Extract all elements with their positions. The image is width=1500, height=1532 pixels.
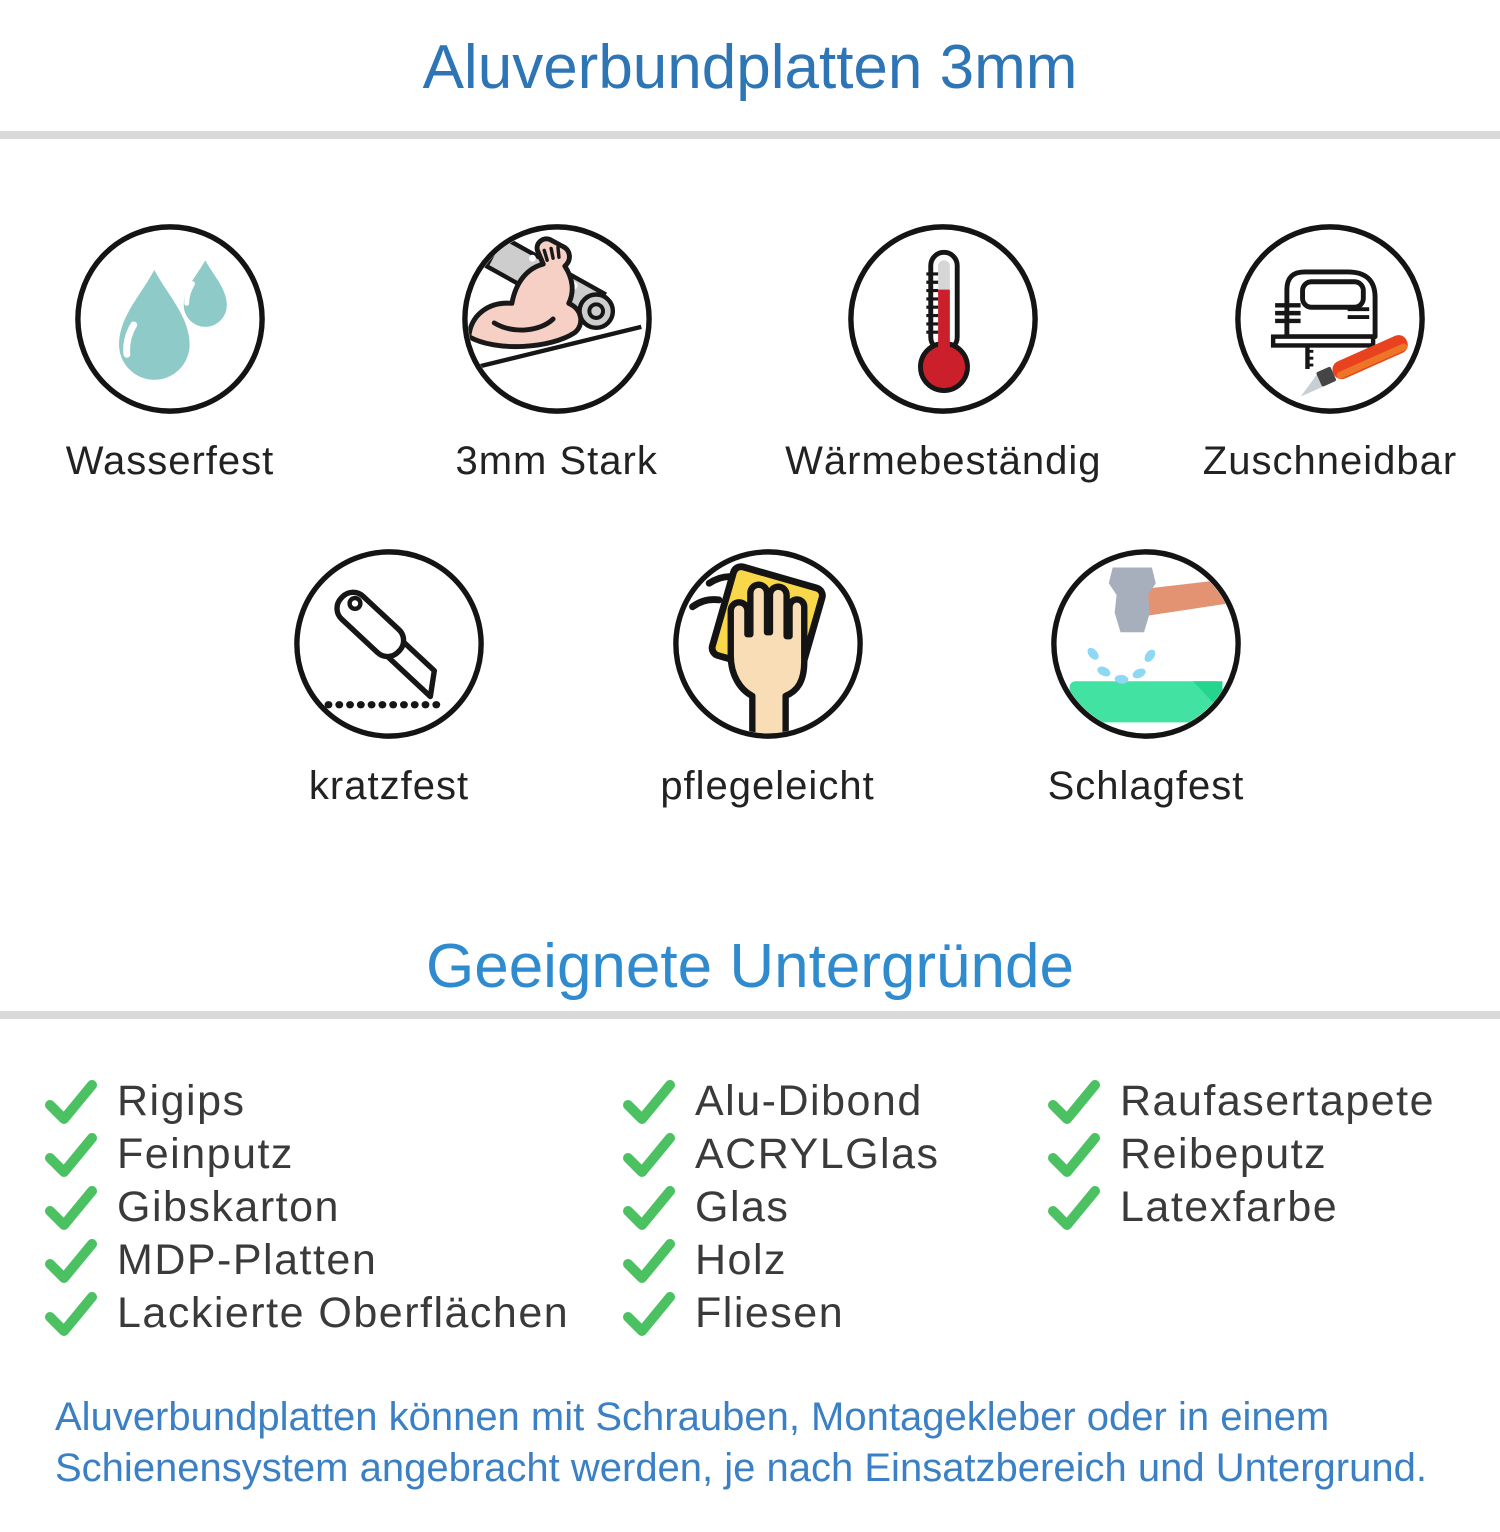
hand-with-cloth-icon	[672, 549, 863, 739]
list-item: Lackierte Oberflächen	[45, 1287, 623, 1340]
section-divider	[0, 1011, 1500, 1019]
hammer-impact-icon	[1051, 549, 1241, 739]
list-item: Gibskarton	[45, 1181, 623, 1234]
list-item: Holz	[623, 1234, 1048, 1287]
mounting-note-line1: Aluverbundplatten können mit Schrauben, …	[55, 1395, 1330, 1439]
section-divider	[0, 131, 1500, 139]
feature-3mm-stark: 3mm Stark	[455, 221, 657, 484]
feature-wasserfest: Wasserfest	[66, 221, 273, 484]
check-icon	[623, 1291, 675, 1336]
list-item-label: Fliesen	[695, 1289, 845, 1337]
feature-zuschneidbar: Zuschneidbar	[1203, 221, 1456, 484]
list-item: ACRYLGlas	[623, 1128, 1048, 1181]
substrates-column-1: Rigips Feinputz Gibskarton MDP-Platten L…	[45, 1075, 623, 1340]
list-item-label: Rigips	[117, 1077, 246, 1125]
list-item-label: Latexfarbe	[1120, 1183, 1339, 1231]
feature-label: kratzfest	[308, 764, 470, 808]
list-item-label: Glas	[695, 1183, 790, 1231]
feature-schlagfest: Schlagfest	[1048, 546, 1244, 809]
check-icon	[623, 1238, 675, 1283]
substrates-title: Geeignete Untergründe	[425, 932, 1074, 1001]
check-icon	[45, 1079, 97, 1124]
list-item: Glas	[623, 1181, 1048, 1234]
substrates-column-2: Alu-Dibond ACRYLGlas Glas Holz Fliesen	[623, 1075, 1048, 1340]
list-item-label: Raufasertapete	[1120, 1077, 1436, 1125]
list-item-label: Reibeputz	[1120, 1130, 1328, 1178]
list-item: Raufasertapete	[1048, 1075, 1500, 1128]
list-item: Reibeputz	[1048, 1128, 1500, 1181]
list-item: Feinputz	[45, 1128, 623, 1181]
page-title: Aluverbundplatten 3mm	[422, 33, 1078, 102]
feature-pflegeleicht: pflegeleicht	[660, 546, 874, 809]
list-item: Latexfarbe	[1048, 1181, 1500, 1234]
thermometer-icon	[848, 224, 1039, 414]
feature-row-1: Wasserfest 3mm Stark	[0, 221, 1500, 484]
substrates-column-3: Raufasertapete Reibeputz Latexfarbe	[1048, 1075, 1500, 1340]
feature-label: Wärmebeständig	[785, 439, 1102, 483]
check-icon	[1048, 1185, 1100, 1230]
feature-label: 3mm Stark	[455, 439, 658, 483]
feature-waermebestaendig: Wärmebeständig	[785, 221, 1100, 484]
list-item-label: MDP-Platten	[117, 1236, 378, 1284]
list-item: Fliesen	[623, 1287, 1048, 1340]
mounting-note-line2: Schienensystem angebracht werden, je nac…	[55, 1446, 1427, 1490]
check-icon	[45, 1291, 97, 1336]
muscle-arm-panel-icon	[461, 224, 652, 414]
list-item-label: Holz	[695, 1236, 788, 1284]
jigsaw-and-knife-icon	[1235, 224, 1425, 414]
list-item-label: Alu-Dibond	[695, 1077, 923, 1125]
feature-kratzfest: kratzfest	[291, 546, 487, 809]
list-item: Rigips	[45, 1075, 623, 1128]
feature-label: Zuschneidbar	[1202, 439, 1458, 483]
utility-knife-icon	[294, 549, 484, 739]
product-infographic: { "header": { "title": "Aluverbundplatte…	[0, 32, 1500, 1532]
list-item-label: Lackierte Oberflächen	[117, 1289, 570, 1337]
mounting-note: Aluverbundplatten können mit Schrauben, …	[0, 1392, 1500, 1494]
water-drops-icon	[75, 224, 265, 414]
check-icon	[623, 1185, 675, 1230]
substrates-checklist: Rigips Feinputz Gibskarton MDP-Platten L…	[0, 1075, 1500, 1340]
check-icon	[45, 1238, 97, 1283]
list-item-label: Gibskarton	[117, 1183, 340, 1231]
feature-row-2: kratzfest pflegeleicht	[0, 546, 1500, 809]
check-icon	[1048, 1132, 1100, 1177]
list-item-label: ACRYLGlas	[695, 1130, 940, 1178]
feature-label: Schlagfest	[1047, 764, 1245, 808]
feature-label: Wasserfest	[65, 439, 275, 483]
list-item: MDP-Platten	[45, 1234, 623, 1287]
feature-label: pflegeleicht	[660, 764, 875, 808]
check-icon	[623, 1079, 675, 1124]
list-item: Alu-Dibond	[623, 1075, 1048, 1128]
check-icon	[45, 1132, 97, 1177]
check-icon	[1048, 1079, 1100, 1124]
list-item-label: Feinputz	[117, 1130, 294, 1178]
check-icon	[45, 1185, 97, 1230]
check-icon	[623, 1132, 675, 1177]
